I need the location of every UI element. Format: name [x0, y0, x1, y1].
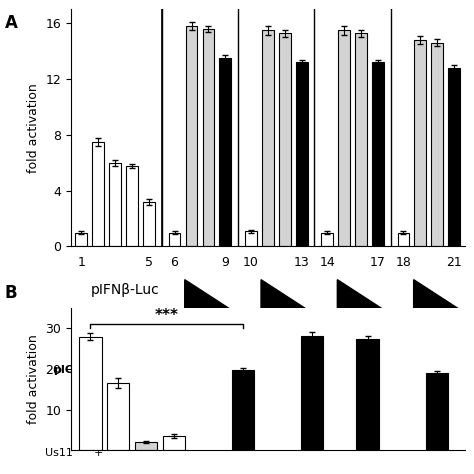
Bar — [109, 163, 121, 246]
Bar — [126, 165, 138, 246]
Polygon shape — [185, 280, 232, 310]
Text: +: + — [221, 365, 230, 375]
Bar — [185, 26, 198, 246]
Text: +: + — [297, 365, 306, 375]
Bar — [232, 370, 254, 450]
Bar — [245, 231, 257, 246]
Text: +: + — [339, 365, 349, 375]
Bar — [414, 40, 427, 246]
Bar — [426, 373, 448, 450]
Bar — [338, 30, 350, 246]
Text: +: + — [145, 365, 154, 375]
Bar — [279, 33, 291, 246]
Text: +: + — [187, 365, 196, 375]
Bar — [107, 383, 129, 450]
Bar — [143, 202, 155, 246]
Bar — [321, 233, 333, 246]
Bar — [372, 63, 384, 246]
Bar — [448, 68, 460, 246]
Y-axis label: fold activation: fold activation — [27, 83, 40, 173]
Text: ***: *** — [155, 308, 179, 323]
Text: +: + — [374, 365, 383, 375]
Text: pIC: pIC — [53, 365, 73, 375]
Bar — [80, 337, 101, 450]
Bar — [163, 436, 185, 450]
Text: -: - — [173, 365, 176, 375]
Text: +: + — [128, 365, 137, 375]
Bar — [262, 30, 274, 246]
Bar — [202, 29, 214, 246]
Polygon shape — [261, 280, 309, 310]
Bar — [296, 63, 308, 246]
Bar — [219, 58, 231, 246]
Bar — [398, 233, 410, 246]
Text: -: - — [401, 365, 405, 375]
Bar — [169, 233, 181, 246]
Bar — [75, 233, 87, 246]
Bar — [135, 442, 157, 450]
Polygon shape — [337, 280, 385, 310]
Text: -: - — [325, 365, 329, 375]
Y-axis label: fold activation: fold activation — [27, 334, 40, 424]
Text: +: + — [93, 365, 103, 375]
Bar — [431, 43, 443, 246]
Text: +: + — [416, 365, 425, 375]
Text: +: + — [263, 365, 273, 375]
Bar — [355, 33, 367, 246]
Bar — [301, 336, 323, 450]
Bar — [356, 338, 379, 450]
Text: +: + — [93, 448, 103, 458]
Polygon shape — [414, 280, 461, 310]
Text: -: - — [249, 365, 253, 375]
Text: pIFNβ-Luc: pIFNβ-Luc — [91, 283, 160, 297]
Text: +: + — [450, 365, 459, 375]
Text: +: + — [280, 365, 290, 375]
Text: B: B — [5, 284, 18, 302]
Text: -: - — [79, 365, 83, 375]
Text: A: A — [5, 14, 18, 32]
Text: +: + — [204, 365, 213, 375]
Text: Us11: Us11 — [45, 448, 73, 458]
Text: +: + — [433, 365, 442, 375]
Bar — [92, 142, 104, 246]
Text: +: + — [356, 365, 366, 375]
Text: +: + — [110, 365, 120, 375]
